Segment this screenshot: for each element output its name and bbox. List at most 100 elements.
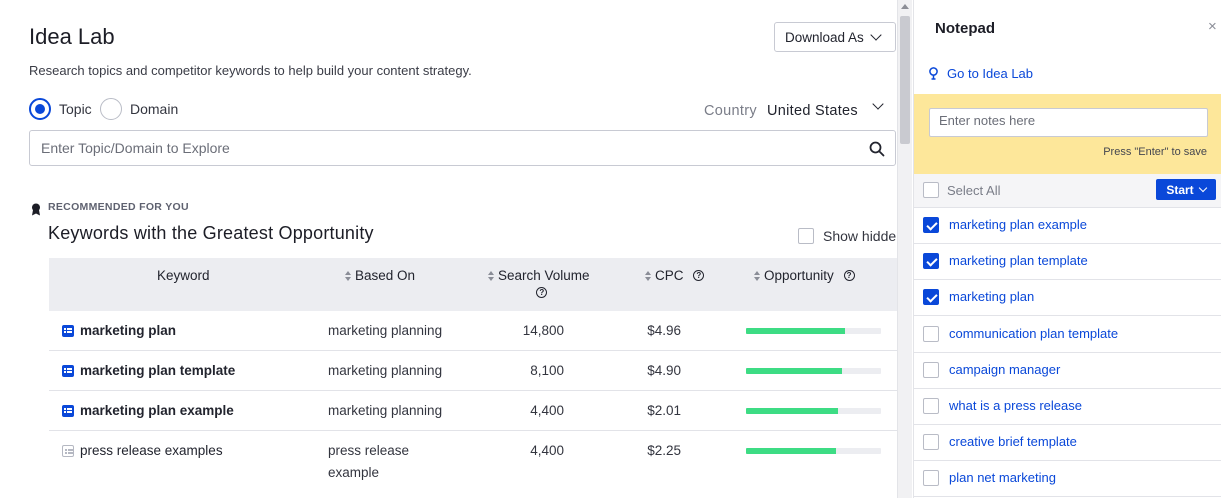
search-volume-cell: 8,100: [530, 363, 564, 378]
column-header-based-on-label: Based On: [355, 268, 416, 283]
item-checkbox[interactable]: [923, 470, 939, 486]
show-hidden-label: Show hidden: [823, 228, 897, 244]
country-chevron-down-icon[interactable]: [872, 98, 884, 110]
notepad-item: what is a press release: [914, 389, 1221, 425]
table-row: press release examples press release exa…: [49, 431, 897, 493]
recommended-label: RECOMMENDED FOR YOU: [48, 201, 189, 213]
help-icon[interactable]: ?: [843, 270, 855, 281]
sort-icon: [754, 271, 760, 282]
saved-to-notepad-icon[interactable]: [62, 404, 74, 417]
help-icon[interactable]: ?: [536, 287, 548, 298]
topic-search-input[interactable]: [30, 131, 850, 165]
search-volume-cell: 4,400: [530, 443, 564, 458]
item-checkbox[interactable]: [923, 289, 939, 305]
select-all-toggle[interactable]: Select All: [923, 182, 1000, 198]
notepad-item-link[interactable]: communication plan template: [949, 326, 1119, 341]
item-checkbox[interactable]: [923, 217, 939, 233]
notepad-item: communication plan template: [914, 317, 1221, 353]
radio-unselected-icon: [100, 98, 122, 120]
notepad-item-link[interactable]: campaign manager: [949, 362, 1061, 377]
column-header-search-volume-label: Search Volume: [498, 268, 590, 283]
saved-to-notepad-icon[interactable]: [62, 364, 74, 377]
keyword-text: marketing plan template: [80, 363, 236, 378]
saved-to-notepad-icon[interactable]: [62, 324, 74, 337]
topic-search-box: [29, 130, 896, 166]
opportunity-fill: [746, 368, 842, 374]
show-hidden-checkbox[interactable]: [798, 228, 814, 244]
cpc-cell: $2.25: [647, 443, 681, 458]
opportunity-bar: [746, 448, 881, 454]
item-checkbox[interactable]: [923, 398, 939, 414]
go-to-idea-lab-label: Go to Idea Lab: [947, 66, 1034, 81]
notepad-item: campaign manager: [914, 353, 1221, 389]
notepad-title: Notepad: [935, 20, 995, 37]
page-subtitle: Research topics and competitor keywords …: [29, 63, 472, 78]
keyword-table: Keyword Based On Search Volume ? CPC ? O…: [49, 258, 897, 493]
table-row: marketing plan marketing planning 14,800…: [49, 311, 897, 351]
opportunity-bar: [746, 368, 881, 374]
keyword-cell[interactable]: marketing plan example: [62, 403, 234, 418]
download-as-button[interactable]: Download As: [774, 22, 896, 52]
topic-radio-label: Topic: [59, 101, 92, 117]
select-all-label: Select All: [947, 182, 1001, 198]
keyword-cell[interactable]: press release examples: [62, 443, 223, 458]
close-icon[interactable]: ×: [1208, 18, 1217, 35]
section-title: Keywords with the Greatest Opportunity: [48, 223, 374, 243]
based-on-cell: marketing planning: [328, 403, 443, 418]
chevron-down-icon: [1198, 183, 1207, 193]
notepad-item-link[interactable]: plan net marketing: [949, 470, 1056, 485]
keyword-text: press release examples: [80, 443, 223, 458]
domain-radio[interactable]: Domain: [100, 98, 178, 120]
select-all-checkbox[interactable]: [923, 182, 939, 198]
column-header-search-volume[interactable]: Search Volume ?: [488, 268, 590, 300]
column-header-cpc-label: CPC: [655, 268, 684, 283]
item-checkbox[interactable]: [923, 326, 939, 342]
column-header-opportunity[interactable]: Opportunity ?: [754, 268, 855, 283]
item-checkbox[interactable]: [923, 362, 939, 378]
table-row: marketing plan example marketing plannin…: [49, 391, 897, 431]
item-checkbox[interactable]: [923, 434, 939, 450]
country-select[interactable]: United States: [767, 103, 858, 119]
main-scrollbar-thumb[interactable]: [900, 16, 910, 144]
help-icon[interactable]: ?: [693, 270, 705, 281]
notepad-item-link[interactable]: marketing plan example: [949, 217, 1088, 232]
opportunity-bar: [746, 408, 881, 414]
notepad-item-link[interactable]: marketing plan template: [949, 253, 1088, 268]
country-label: Country: [704, 103, 757, 119]
start-button[interactable]: Start: [1156, 179, 1216, 200]
notes-input[interactable]: [929, 108, 1208, 137]
scroll-up-arrow-icon[interactable]: [901, 4, 909, 9]
table-header: Keyword Based On Search Volume ? CPC ? O…: [49, 258, 897, 311]
column-header-based-on[interactable]: Based On: [345, 268, 415, 283]
notepad-item-link[interactable]: creative brief template: [949, 434, 1077, 449]
table-row: marketing plan template marketing planni…: [49, 351, 897, 391]
keyword-cell[interactable]: marketing plan template: [62, 363, 235, 378]
idea-lab-panel: Idea Lab Research topics and competitor …: [29, 22, 897, 493]
item-checkbox[interactable]: [923, 253, 939, 269]
go-to-idea-lab-link[interactable]: Go to Idea Lab: [929, 66, 1033, 81]
search-volume-cell: 14,800: [522, 323, 564, 338]
notepad-item: marketing plan: [914, 280, 1221, 316]
notepad-panel: Notepad × Go to Idea Lab Press "Enter" t…: [913, 0, 1221, 498]
cpc-cell: $4.96: [647, 323, 681, 338]
domain-radio-label: Domain: [130, 101, 179, 117]
radio-selected-icon: [29, 98, 51, 120]
based-on-cell: marketing planning: [328, 323, 443, 338]
notepad-item-link[interactable]: marketing plan: [949, 289, 1035, 304]
notepad-item: plan net marketing: [914, 461, 1221, 497]
page-title: Idea Lab: [29, 24, 115, 49]
keyword-text: marketing plan example: [80, 403, 234, 418]
column-header-cpc[interactable]: CPC ?: [645, 268, 705, 283]
opportunity-fill: [746, 408, 838, 414]
add-to-notepad-icon[interactable]: [62, 444, 74, 457]
notepad-item-link[interactable]: what is a press release: [949, 398, 1082, 413]
topic-radio[interactable]: Topic: [29, 98, 92, 120]
selection-bar: Select All Start: [914, 174, 1221, 208]
based-on-cell: marketing planning: [328, 363, 443, 378]
based-on-cell: press release example: [328, 440, 409, 484]
show-hidden-toggle[interactable]: Show hidden: [798, 228, 897, 244]
save-hint: Press "Enter" to save: [1103, 146, 1207, 158]
column-header-keyword[interactable]: Keyword: [157, 268, 210, 283]
keyword-cell[interactable]: marketing plan: [62, 323, 176, 338]
search-icon[interactable]: [869, 141, 885, 157]
